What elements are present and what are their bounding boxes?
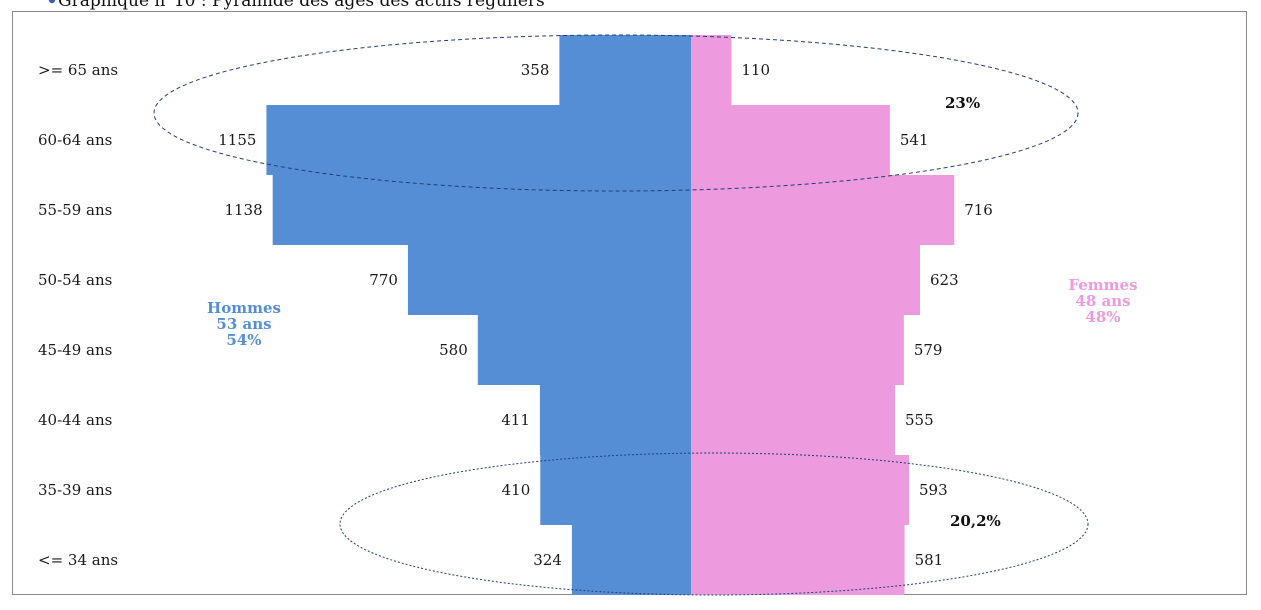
women-annotation-line: 48% [1085, 308, 1120, 326]
women-value-label: 581 [915, 551, 944, 569]
women-bar [691, 175, 955, 245]
men-annotation-line: Hommes [207, 299, 281, 317]
women-value-label: 716 [964, 201, 993, 219]
men-bar [407, 245, 691, 315]
bullet-icon [48, 0, 56, 4]
men-bar [559, 35, 691, 105]
age-label: <= 34 ans [38, 551, 118, 569]
men-value-label: 410 [502, 481, 531, 499]
men-bar [540, 455, 691, 525]
chart-caption: Graphique n°10 : Pyramide des âges des a… [58, 0, 545, 11]
group-ellipses [153, 34, 1089, 596]
age-label: 35-39 ans [38, 481, 112, 499]
bottom-group-ellipse [339, 452, 1089, 596]
women-bar [691, 315, 904, 385]
men-bar [477, 315, 691, 385]
women-value-label: 623 [930, 271, 959, 289]
age-label: 55-59 ans [38, 201, 112, 219]
men-value-label: 1155 [218, 131, 256, 149]
men-value-label: 1138 [224, 201, 262, 219]
men-bar [539, 385, 691, 455]
women-value-label: 541 [900, 131, 929, 149]
age-labels: >= 65 ans 60-64 ans 55-59 ans 50-54 ans 45-4… [38, 61, 118, 569]
bars [266, 35, 955, 595]
men-value-label: 358 [521, 61, 550, 79]
women-value-label: 555 [905, 411, 934, 429]
women-annotation-line: 48 ans [1075, 292, 1130, 310]
age-label: 50-54 ans [38, 271, 112, 289]
men-bar [272, 175, 691, 245]
value-labels: 358 110 1155 541 1138 716 770 623 580 579 411 555 41… [218, 61, 993, 569]
men-annotation-line: 53 ans [216, 315, 271, 333]
age-label: 45-49 ans [38, 341, 112, 359]
men-bar [266, 105, 691, 175]
women-value-label: 579 [914, 341, 943, 359]
top-group-share: 23% [945, 94, 980, 112]
top-group-ellipse [153, 34, 1079, 192]
women-value-label: 110 [741, 61, 770, 79]
women-bar [691, 455, 909, 525]
age-label: 60-64 ans [38, 131, 112, 149]
women-bar [691, 245, 921, 315]
bottom-group-share: 20,2% [950, 512, 1001, 530]
women-value-label: 593 [919, 481, 948, 499]
women-annotation-line: Femmes [1068, 276, 1137, 294]
age-label: 40-44 ans [38, 411, 112, 429]
women-bar [691, 105, 890, 175]
men-value-label: 411 [501, 411, 530, 429]
women-bar [691, 525, 905, 595]
men-value-label: 324 [533, 551, 562, 569]
men-value-label: 580 [439, 341, 468, 359]
women-bar [691, 35, 732, 105]
age-label: >= 65 ans [38, 61, 118, 79]
women-bar [691, 385, 896, 455]
men-value-label: 770 [369, 271, 398, 289]
men-bar [571, 525, 691, 595]
men-annotation-line: 54% [226, 331, 261, 349]
